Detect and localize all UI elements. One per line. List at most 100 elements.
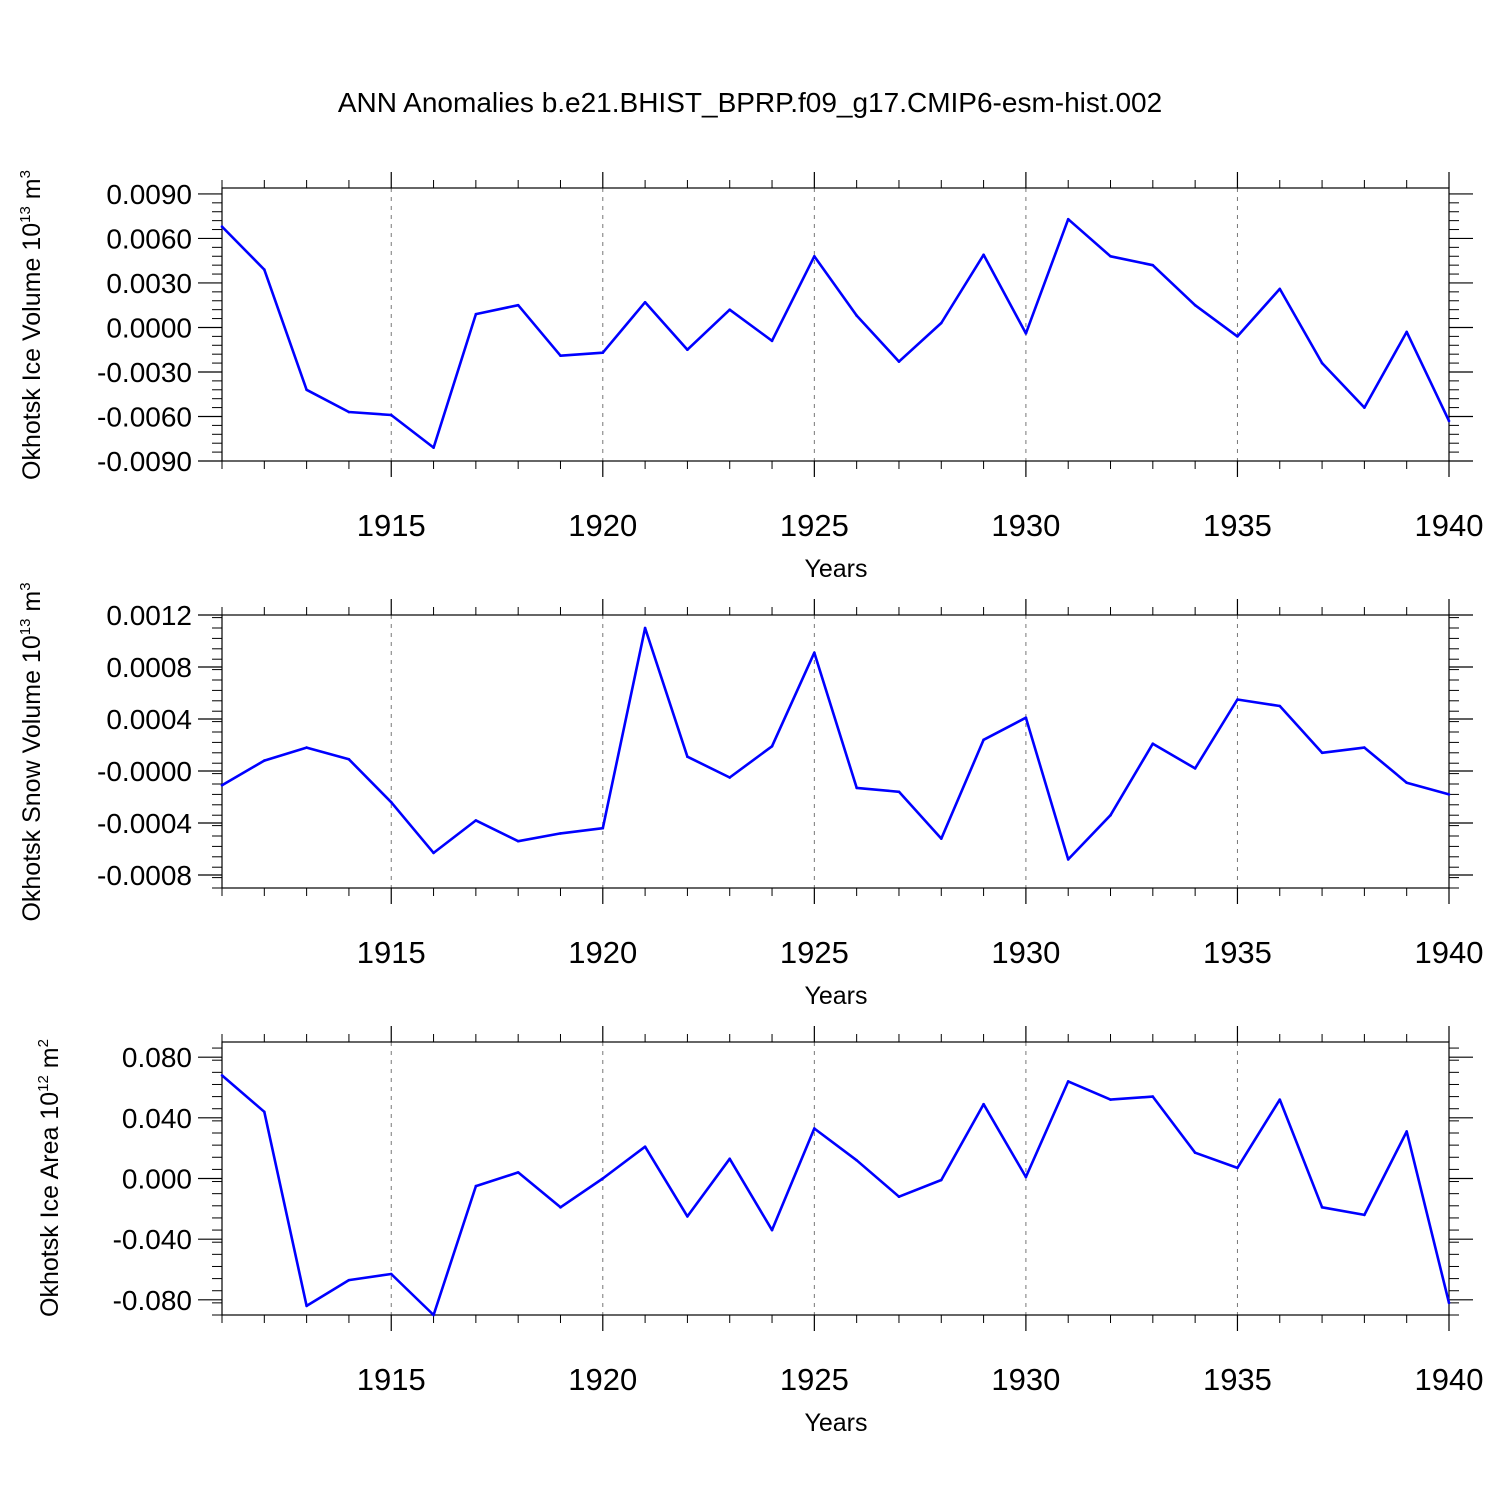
x-tick-label: 1925 [780,935,849,970]
data-point [474,1184,478,1188]
data-point [559,832,562,835]
data-point [1363,406,1366,409]
y-tick-label: 0.000 [122,1164,192,1195]
data-point [432,851,435,855]
y-axis-label-exponent: 12 [35,1075,52,1092]
x-tick-label: 1920 [568,935,637,970]
y-axis-label-main: Okhotsk Ice Area 10 [36,1092,64,1317]
data-point [1193,767,1197,770]
data-point [1193,1151,1197,1155]
y-tick-label: 0.080 [122,1042,192,1073]
data-point [516,1171,520,1174]
data-point [432,446,435,449]
data-point [1278,1098,1282,1101]
y-tick-label: -0.0060 [97,401,192,432]
data-point [1405,781,1408,784]
y-axis-label-main: Okhotsk Snow Volume 10 [18,635,46,921]
data-point [855,314,858,317]
data-point [1109,254,1112,258]
x-tick-label: 1940 [1415,935,1484,970]
x-tick-label: 1915 [357,935,426,970]
data-point [1066,217,1070,221]
data-point [728,776,732,779]
data-point [1066,858,1070,861]
data-point [1193,303,1197,307]
y-axis-label-unit: m [36,1047,64,1075]
y-axis-label-unit: m [18,178,46,206]
data-point [643,1145,647,1148]
data-point [813,1127,816,1130]
data-point [1109,813,1112,817]
data-point [389,1272,393,1276]
data-point [1363,1213,1366,1217]
data-point [432,1313,435,1317]
data-point [1024,716,1028,719]
data-point [1405,1130,1408,1133]
y-tick-label: -0.080 [113,1285,192,1316]
data-point [1151,1095,1155,1098]
data-point [1236,698,1239,701]
y-axis-label-unit-exponent: 2 [35,1039,52,1047]
data-point [1447,793,1451,796]
y-axis-label: Okhotsk Ice Area 1012 m2 [35,1039,64,1317]
series-line [221,626,1450,861]
data-point [474,312,478,316]
x-tick-label: 1915 [357,1362,426,1397]
x-tick-label: 1925 [780,1362,849,1397]
x-tick-label: 1930 [991,1362,1060,1397]
y-tick-label: -0.0008 [97,860,192,891]
data-point [982,253,985,257]
data-point [1405,330,1408,334]
data-point [1447,1301,1451,1305]
y-tick-label: 0.0060 [106,223,192,254]
y-tick-label: 0.0008 [106,652,192,683]
panel-3: -0.080 -0.040 0.000 0.040 0.080 1915 1920 1925 1… [35,1026,1483,1437]
data-point [263,1110,266,1114]
y-axis-label-exponent: 13 [17,206,34,223]
data-point [305,388,308,392]
data-point [559,1206,562,1209]
y-axis-label-unit: m [18,591,46,619]
plot-frame [221,614,1450,889]
data-point [305,746,308,749]
data-point [1447,419,1451,423]
data-point [1363,746,1366,749]
series-line [221,217,1451,449]
chart-title: ANN Anomalies b.e21.BHIST_BPRP.f09_g17.C… [338,87,1162,118]
x-axis-label: Years [804,1409,867,1437]
y-tick-label: -0.040 [113,1224,192,1255]
data-point [939,321,943,325]
data-point [728,1157,732,1161]
plot-frame [221,1041,1450,1316]
y-axis-label: Okhotsk Snow Volume 1013 m3 [17,582,46,921]
data-point [897,1195,901,1198]
data-point [728,308,732,311]
data-point [1109,1098,1112,1101]
x-tick-label: 1925 [780,508,849,543]
y-tick-label: -0.0004 [97,808,192,839]
data-point [1024,1175,1028,1179]
data-point [982,738,985,742]
y-tick-label: 0.0012 [106,600,192,631]
data-point [516,839,520,843]
data-point [601,826,605,830]
data-point [220,225,224,228]
data-point [347,410,351,414]
data-point [1236,335,1239,338]
panel-1: -0.0090 -0.0060 -0.0030 0.0000 0.0030 0.0060 0… [17,170,1483,583]
data-point [855,786,858,790]
x-tick-label: 1920 [568,508,637,543]
x-tick-label: 1935 [1203,508,1272,543]
x-tick-label: 1940 [1415,508,1484,543]
y-tick-label: -0.0000 [97,756,192,787]
x-tick-label: 1935 [1203,1362,1272,1397]
series-line [221,1074,1451,1317]
y-tick-label: 0.0000 [106,312,192,343]
y-tick-label: -0.0090 [97,446,192,477]
data-point [389,413,393,417]
y-axis-label-unit-exponent: 3 [17,582,34,590]
y-axis-label-exponent: 13 [17,619,34,636]
data-point [1278,704,1282,708]
data-point [1236,1166,1239,1170]
